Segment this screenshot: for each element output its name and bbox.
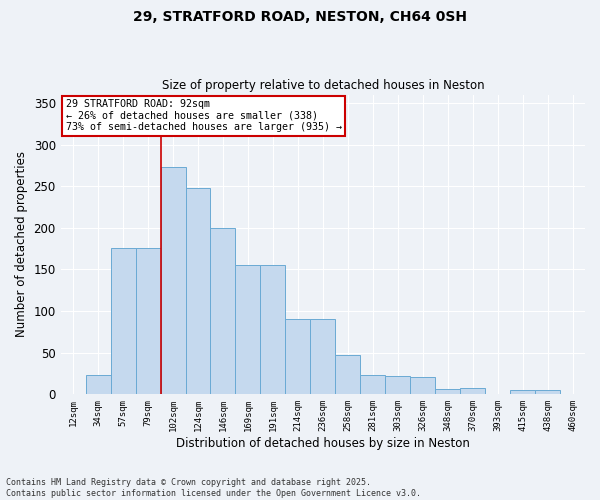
- Bar: [535, 390, 560, 394]
- Bar: [86, 375, 110, 394]
- Bar: [385, 376, 410, 394]
- Bar: [410, 377, 435, 394]
- Text: 29 STRATFORD ROAD: 92sqm
← 26% of detached houses are smaller (338)
73% of semi-: 29 STRATFORD ROAD: 92sqm ← 26% of detach…: [66, 99, 342, 132]
- Text: 29, STRATFORD ROAD, NESTON, CH64 0SH: 29, STRATFORD ROAD, NESTON, CH64 0SH: [133, 10, 467, 24]
- Text: Contains HM Land Registry data © Crown copyright and database right 2025.
Contai: Contains HM Land Registry data © Crown c…: [6, 478, 421, 498]
- Bar: [211, 228, 235, 394]
- Bar: [510, 390, 535, 394]
- Bar: [360, 375, 385, 394]
- Bar: [136, 248, 161, 394]
- Bar: [235, 266, 260, 394]
- Bar: [185, 188, 211, 394]
- Bar: [286, 320, 310, 394]
- Title: Size of property relative to detached houses in Neston: Size of property relative to detached ho…: [161, 79, 484, 92]
- Bar: [310, 320, 335, 394]
- Bar: [435, 390, 460, 394]
- Bar: [161, 167, 185, 394]
- Bar: [335, 355, 360, 395]
- Bar: [110, 248, 136, 394]
- Bar: [460, 388, 485, 394]
- X-axis label: Distribution of detached houses by size in Neston: Distribution of detached houses by size …: [176, 437, 470, 450]
- Y-axis label: Number of detached properties: Number of detached properties: [15, 152, 28, 338]
- Bar: [260, 266, 286, 394]
